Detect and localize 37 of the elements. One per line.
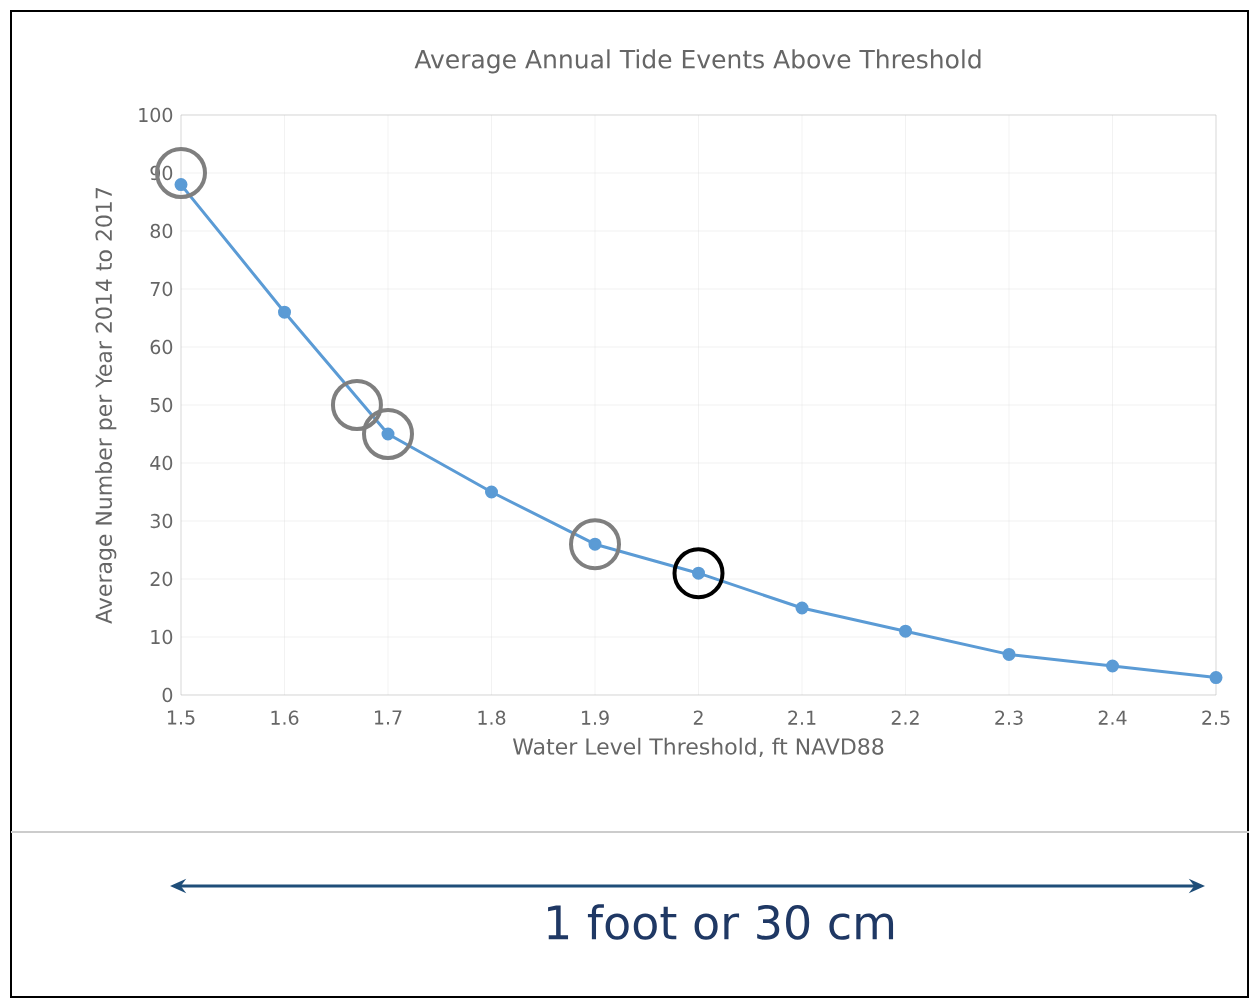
y-axis-title: Average Number per Year 2014 to 2017 (95, 188, 117, 624)
y-tick-label: 10 (151, 629, 173, 645)
y-tick-label: 50 (150, 397, 173, 413)
x-tick-label: 2.2 (891, 710, 919, 725)
point (1002, 647, 1016, 661)
x-tick-label: 2.4 (1098, 710, 1127, 725)
x-tick-label: 2.1 (788, 710, 816, 725)
point (278, 305, 291, 319)
point (485, 485, 499, 499)
y-tick-label: 20 (150, 571, 173, 587)
y-tick-label: 60 (150, 339, 173, 355)
point (174, 178, 188, 192)
y-tick-label: 40 (150, 455, 173, 471)
x-tick-label: 2 (693, 710, 703, 725)
point (672, 547, 725, 600)
y-tick-label: 0 (162, 687, 173, 703)
point (362, 407, 414, 460)
y-tick-label: 100 (139, 107, 173, 123)
point (795, 601, 809, 615)
x-tick-label: 1.9 (581, 710, 609, 725)
y-tick-label: 80 (150, 223, 173, 239)
x-tick-label: 1.7 (374, 710, 402, 725)
point (1106, 659, 1120, 673)
x-tick-label: 2.3 (995, 710, 1023, 725)
point (330, 378, 383, 431)
y-tick-label: 70 (150, 281, 173, 297)
x-tick-label: 1.6 (271, 710, 299, 725)
point (569, 518, 622, 571)
chart-title: Average Annual Tide Events Above Threshold (414, 49, 981, 74)
x-tick-label: 2.5 (1202, 710, 1230, 725)
text: 1 foot or 30 cm (548, 904, 894, 940)
y-tick-label: 30 (150, 513, 173, 529)
x-axis-title: Water Level Threshold, ft NAVD88 (512, 737, 884, 758)
point (1209, 671, 1223, 685)
point (899, 624, 913, 638)
x-tick-label: 1.5 (167, 710, 195, 725)
x-tick-label: 1.8 (478, 710, 506, 725)
